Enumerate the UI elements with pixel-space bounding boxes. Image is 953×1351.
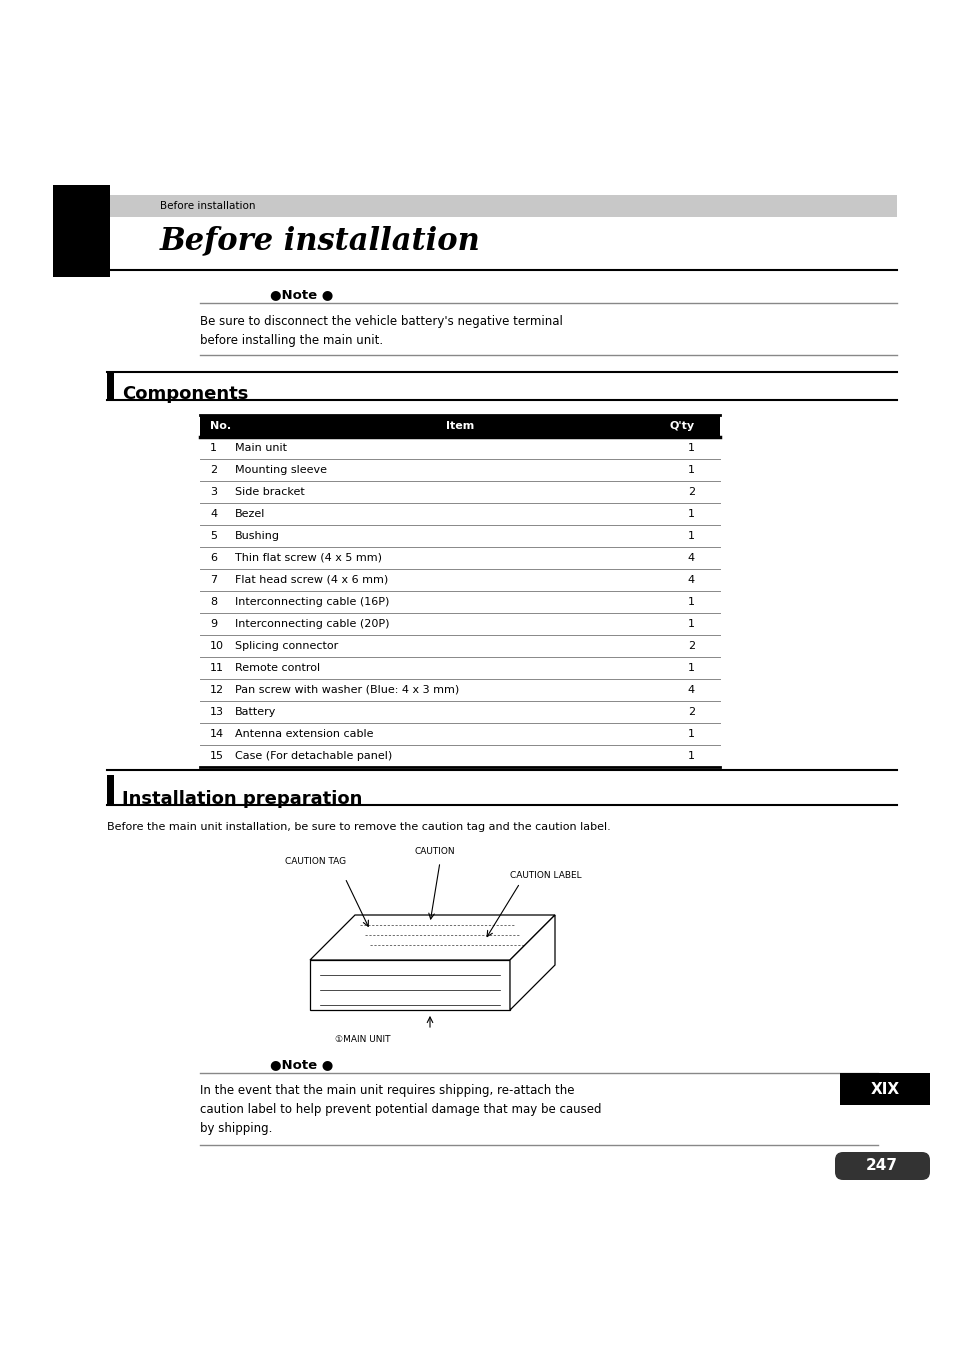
FancyBboxPatch shape [840,1073,929,1105]
Text: Thin flat screw (4 x 5 mm): Thin flat screw (4 x 5 mm) [234,553,381,563]
Text: Side bracket: Side bracket [234,486,304,497]
Text: Antenna extension cable: Antenna extension cable [234,730,374,739]
FancyBboxPatch shape [107,195,896,218]
Text: Item: Item [445,422,474,431]
Text: CAUTION LABEL: CAUTION LABEL [510,870,581,880]
Text: 1: 1 [687,751,695,761]
Text: Installation preparation: Installation preparation [122,790,362,808]
Text: CAUTION: CAUTION [415,847,456,857]
Text: ●Note ●: ●Note ● [270,1058,333,1071]
Text: 2: 2 [210,465,217,476]
Text: Splicing connector: Splicing connector [234,640,338,651]
Text: Bushing: Bushing [234,531,280,540]
Text: 13: 13 [210,707,224,717]
Text: Case (For detachable panel): Case (For detachable panel) [234,751,392,761]
Polygon shape [310,915,555,961]
Text: 4: 4 [687,685,695,694]
Text: Be sure to disconnect the vehicle battery's negative terminal
before installing : Be sure to disconnect the vehicle batter… [200,315,562,347]
Text: Main unit: Main unit [234,443,287,453]
Text: No.: No. [210,422,231,431]
Text: 3: 3 [210,486,216,497]
Text: 4: 4 [210,509,217,519]
Text: Mounting sleeve: Mounting sleeve [234,465,327,476]
Text: Components: Components [122,385,248,403]
Text: Interconnecting cable (16P): Interconnecting cable (16P) [234,597,389,607]
Text: Remote control: Remote control [234,663,320,673]
Text: 1: 1 [210,443,216,453]
Text: 247: 247 [865,1159,897,1174]
Text: 2: 2 [687,486,695,497]
Text: 1: 1 [687,619,695,630]
Text: 1: 1 [687,443,695,453]
Text: 1: 1 [687,663,695,673]
Text: 1: 1 [687,531,695,540]
Text: Flat head screw (4 x 6 mm): Flat head screw (4 x 6 mm) [234,576,388,585]
Text: 1: 1 [687,730,695,739]
Text: Pan screw with washer (Blue: 4 x 3 mm): Pan screw with washer (Blue: 4 x 3 mm) [234,685,458,694]
Polygon shape [310,961,510,1011]
Text: 2: 2 [687,707,695,717]
Text: Bezel: Bezel [234,509,265,519]
Text: Before installation: Before installation [160,226,480,255]
Text: 11: 11 [210,663,224,673]
Text: 15: 15 [210,751,224,761]
FancyBboxPatch shape [53,185,110,277]
Text: Q'ty: Q'ty [669,422,695,431]
Text: 6: 6 [210,553,216,563]
Polygon shape [510,915,555,1011]
Text: Before installation: Before installation [160,201,255,211]
FancyBboxPatch shape [107,775,113,805]
Text: ①MAIN UNIT: ①MAIN UNIT [335,1035,390,1044]
Text: In the event that the main unit requires shipping, re-attach the
caution label t: In the event that the main unit requires… [200,1084,601,1135]
Text: ●Note ●: ●Note ● [270,288,333,301]
Text: Interconnecting cable (20P): Interconnecting cable (20P) [234,619,389,630]
Text: 12: 12 [210,685,224,694]
Text: Battery: Battery [234,707,276,717]
Text: 4: 4 [687,576,695,585]
Text: 8: 8 [210,597,217,607]
Text: 9: 9 [210,619,217,630]
Text: 4: 4 [687,553,695,563]
Text: 14: 14 [210,730,224,739]
Text: XIX: XIX [869,1082,899,1097]
Text: 2: 2 [687,640,695,651]
Text: 1: 1 [687,597,695,607]
FancyBboxPatch shape [834,1152,929,1179]
Text: Before the main unit installation, be sure to remove the caution tag and the cau: Before the main unit installation, be su… [107,821,610,832]
FancyBboxPatch shape [200,415,720,436]
Text: 10: 10 [210,640,224,651]
Text: 5: 5 [210,531,216,540]
Text: CAUTION TAG: CAUTION TAG [285,858,346,866]
FancyBboxPatch shape [107,372,113,400]
Text: 7: 7 [210,576,217,585]
Text: 1: 1 [687,465,695,476]
Text: 1: 1 [687,509,695,519]
